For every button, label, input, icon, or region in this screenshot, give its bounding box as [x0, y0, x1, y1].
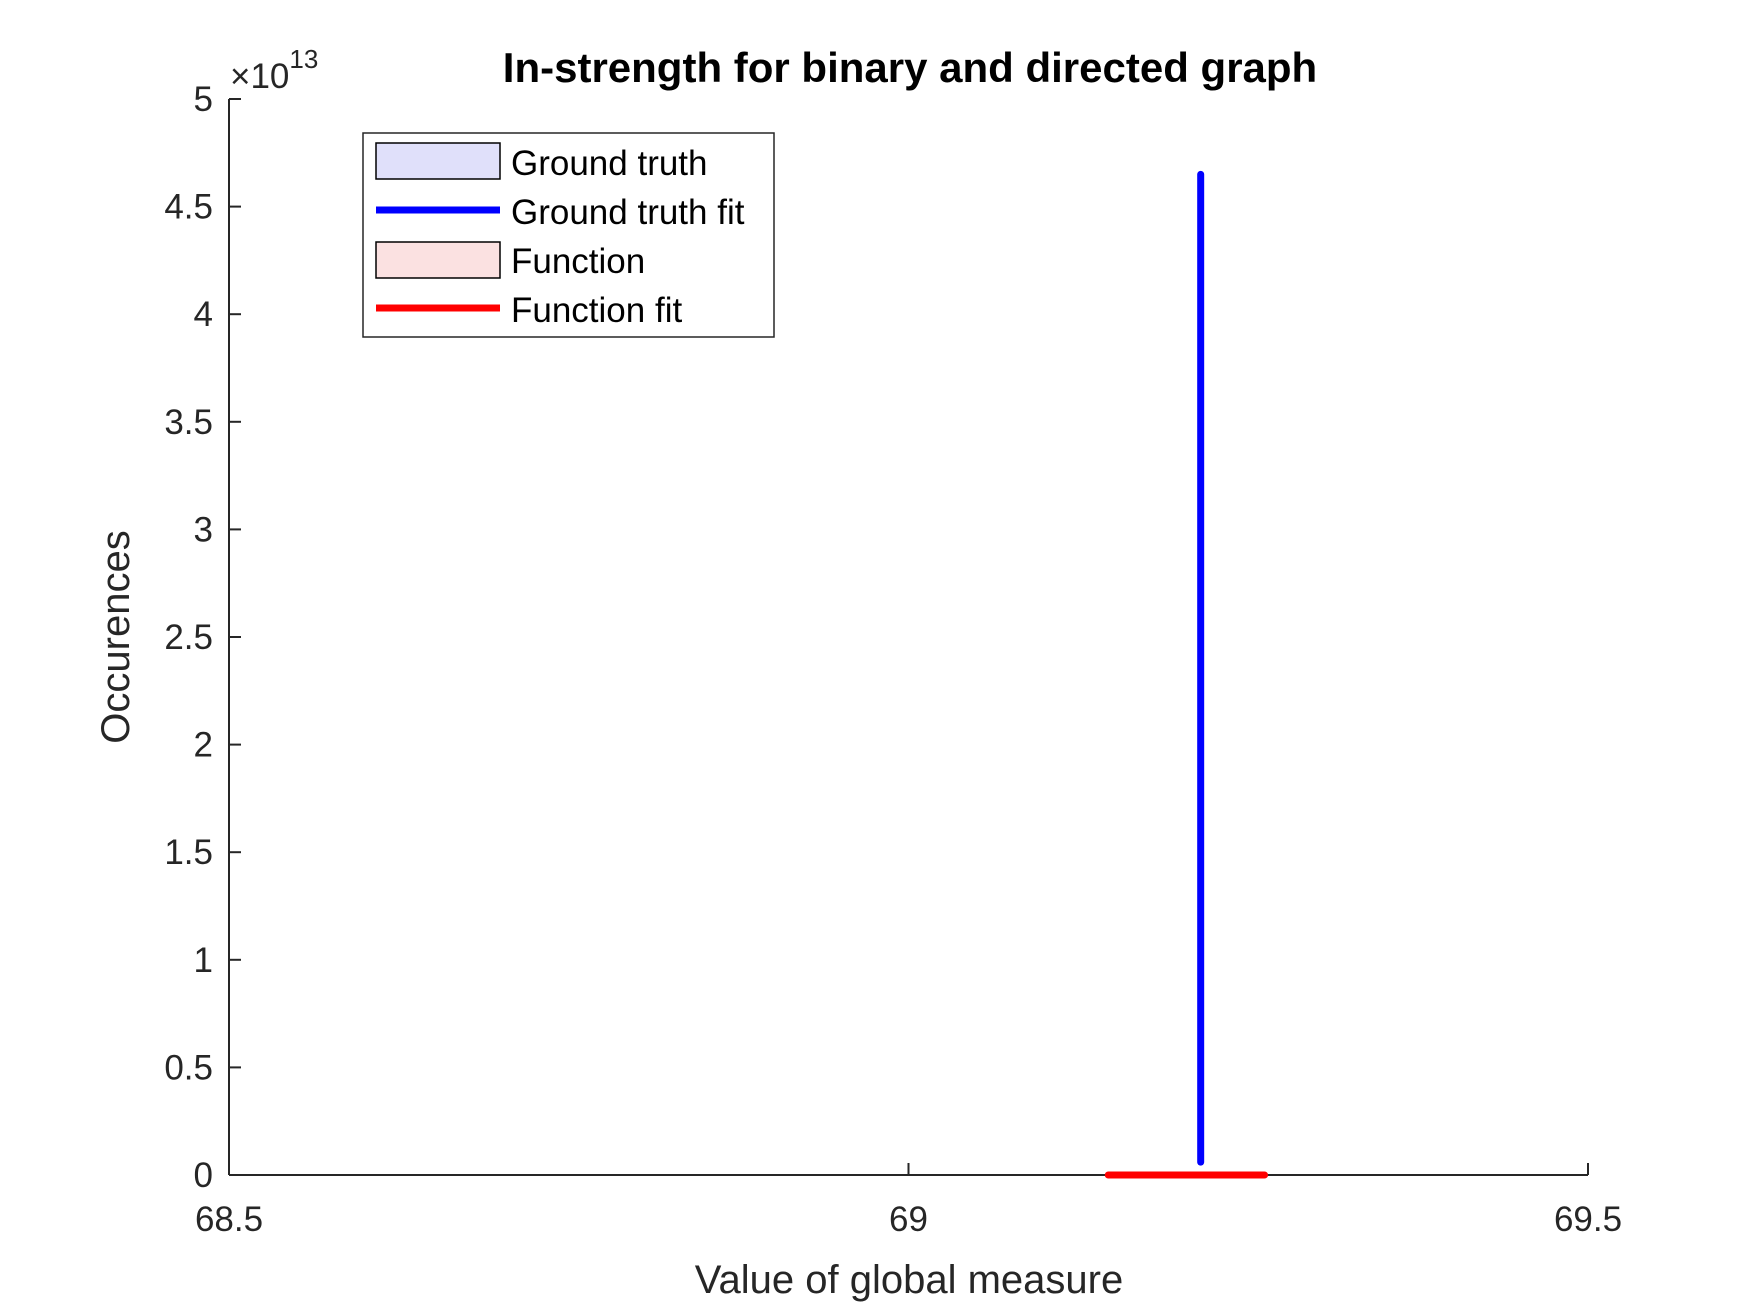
x-tick-label: 68.5 — [195, 1200, 263, 1239]
y-tick-label: 0.5 — [164, 1048, 213, 1087]
svg-text:×1013: ×1013 — [230, 44, 318, 96]
y-tick-label: 4 — [194, 295, 213, 334]
y-tick-label: 3 — [194, 510, 213, 549]
legend-label-function: Function — [511, 242, 645, 281]
y-exponent-base: ×10 — [230, 57, 289, 96]
x-tick-label: 69.5 — [1554, 1200, 1622, 1239]
legend-label-ground-truth-fit: Ground truth fit — [511, 193, 745, 232]
y-axis-label: Occurences — [94, 530, 138, 743]
x-ticks: 68.5 69 69.5 — [195, 1163, 1622, 1239]
legend: Ground truth Ground truth fit Function F… — [362, 132, 775, 338]
x-axis-label: Value of global measure — [695, 1258, 1123, 1302]
y-tick-label: 4.5 — [164, 188, 213, 227]
y-tick-label: 1 — [194, 941, 213, 980]
legend-swatch-function — [375, 241, 501, 279]
y-tick-label: 1.5 — [164, 833, 213, 872]
y-tick-label: 3.5 — [164, 403, 213, 442]
y-exponent-power: 13 — [289, 44, 318, 74]
y-tick-label: 2.5 — [164, 618, 213, 657]
chart-title: In-strength for binary and directed grap… — [503, 44, 1317, 91]
legend-swatch-ground-truth — [375, 142, 501, 180]
x-tick-label: 69 — [889, 1200, 928, 1239]
y-ticks: 0 0.5 1 1.5 2 2.5 3 3.5 4 4.5 5 — [164, 80, 241, 1195]
y-tick-label: 0 — [194, 1156, 213, 1195]
legend-label-ground-truth: Ground truth — [511, 144, 708, 183]
y-exponent: ×1013 — [230, 44, 318, 96]
y-tick-label: 5 — [194, 80, 213, 119]
series-layer — [1104, 170, 1269, 1179]
y-tick-label: 2 — [194, 726, 213, 765]
legend-label-function-fit: Function fit — [511, 291, 682, 330]
